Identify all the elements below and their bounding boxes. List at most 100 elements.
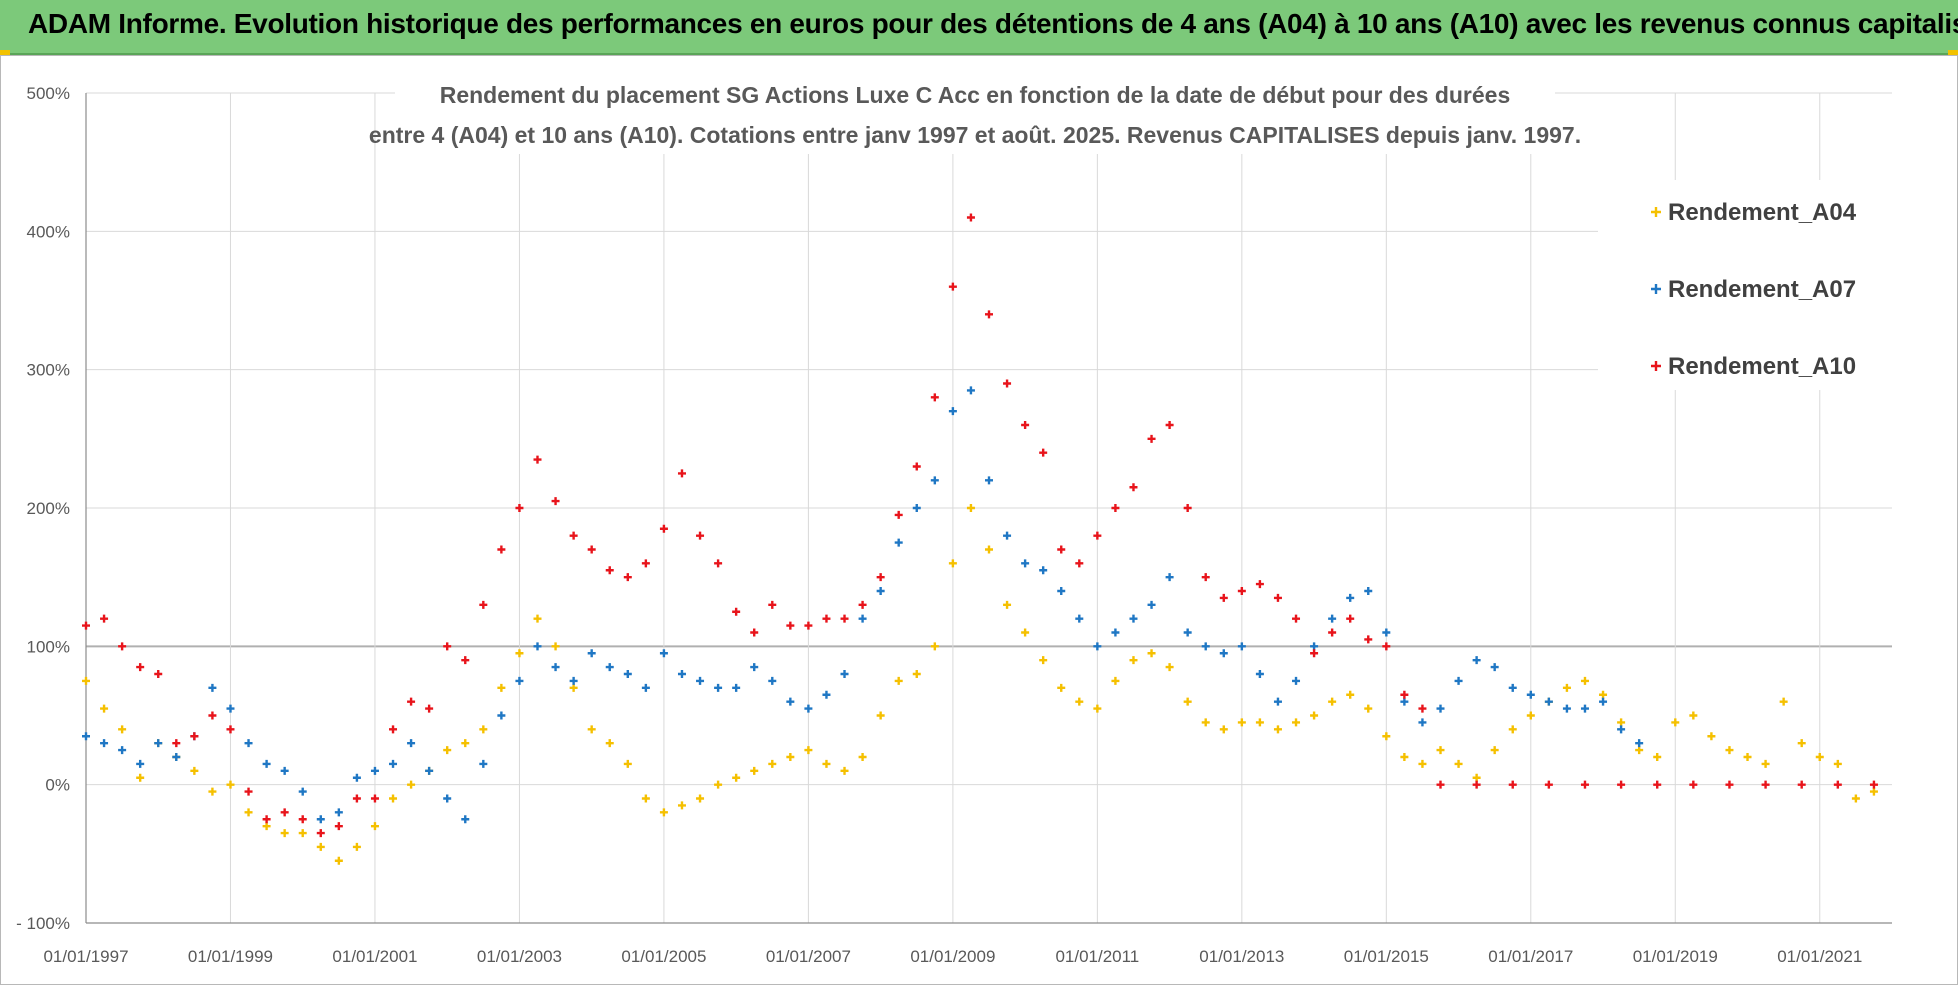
axis-labels: - 100% 0% 100% 200% 300% 400% 500% 01/01/1997 01… [16,84,1862,966]
data-point [389,725,398,734]
data-point [118,746,127,755]
data-point [1093,704,1102,713]
data-point [515,676,524,685]
data-point [1147,434,1156,443]
data-point [479,759,488,768]
data-point [1671,718,1680,727]
data-point [298,787,307,796]
data-point [948,407,957,416]
data-point [732,607,741,616]
data-point [515,504,524,512]
data-point [1165,663,1174,672]
data-point [316,829,325,838]
data-point [136,759,145,768]
data-point [479,725,488,734]
data-point [1111,628,1120,637]
data-point [1147,649,1156,658]
data-point [1021,421,1030,429]
data-point [1580,704,1589,713]
data-point [497,545,506,554]
data-point [641,683,650,692]
data-point [1761,759,1770,768]
data-point [136,773,145,782]
data-point [1599,690,1608,699]
data-point [677,469,686,478]
data-point [1364,587,1373,595]
data-point [930,642,939,651]
corner-marker-left [0,50,10,56]
data-point [1418,704,1427,713]
data-point [1436,704,1445,713]
data-point [1075,559,1084,568]
data-point [551,642,560,651]
data-point [1346,614,1355,623]
series-Rendement_A10 [82,213,1878,838]
data-point [840,670,849,678]
data-point [533,455,542,464]
data-point [732,683,741,692]
data-point [497,683,506,692]
y-tick-label: 200% [27,499,70,518]
data-point [1237,587,1246,595]
data-point [1653,753,1662,761]
legend-label: Rendement_A04 [1668,199,1857,226]
data-point [1743,753,1752,761]
data-point [804,704,813,713]
data-point [533,614,542,623]
y-tick-label: 300% [27,361,70,380]
data-point [1346,690,1355,699]
data-point [1454,759,1463,768]
data-point [1544,697,1553,706]
data-point [985,476,993,485]
data-point [659,808,668,817]
data-point [226,780,235,789]
data-point [1418,718,1427,727]
data-point [714,683,723,692]
data-point [1165,421,1174,429]
x-tick-label: 01/01/2003 [477,947,562,966]
data-point [118,725,127,734]
data-point [623,759,632,768]
data-point [1689,711,1698,720]
data-point [1093,531,1102,540]
data-point [858,614,867,623]
data-point [786,697,795,706]
data-point [407,739,416,748]
chart-title-line-2: entre 4 (A04) et 10 ans (A10). Cotations… [369,122,1581,148]
data-point [370,822,379,831]
data-point [1472,773,1481,782]
data-point [1147,600,1156,609]
data-point [1219,593,1228,602]
data-point [1364,704,1373,713]
data-point [912,462,921,471]
data-point [1129,614,1138,623]
data-point [623,573,632,582]
legend-label: Rendement_A07 [1668,276,1856,303]
data-point [100,614,109,623]
data-point [1237,642,1246,651]
data-point [82,621,90,630]
y-tick-label: 0% [45,776,70,795]
data-point [1562,683,1571,692]
data-point [262,822,271,831]
data-point [930,476,939,485]
data-point [1237,718,1246,727]
data-point [840,614,849,623]
y-tick-label: 100% [27,637,70,656]
data-point [1508,683,1517,692]
data-point [1635,746,1644,755]
data-point [659,649,668,658]
data-point [822,690,831,699]
data-point [154,670,163,678]
data-point [334,822,343,831]
data-point [352,773,361,782]
data-point [1057,545,1066,554]
corner-marker-right [1948,50,1958,56]
data-point [1201,642,1210,651]
data-point [1292,676,1301,685]
x-tick-label: 01/01/2007 [766,947,851,966]
data-point [1725,746,1734,755]
data-point [1255,670,1264,678]
data-point [1562,704,1571,713]
data-point [1328,614,1337,623]
